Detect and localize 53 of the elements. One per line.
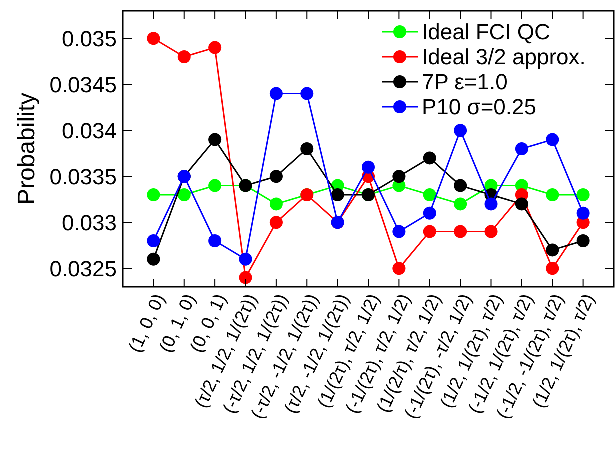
point	[362, 160, 375, 174]
point	[208, 234, 222, 248]
point	[454, 225, 468, 238]
point	[576, 206, 590, 220]
point	[515, 142, 528, 156]
point	[178, 188, 191, 202]
point	[300, 87, 314, 100]
point	[178, 50, 191, 64]
point	[423, 206, 436, 220]
point	[546, 133, 560, 146]
point	[239, 271, 252, 284]
point	[423, 225, 436, 238]
point	[270, 216, 283, 230]
point	[300, 142, 314, 156]
point	[423, 188, 436, 202]
point	[576, 188, 590, 202]
point	[392, 225, 406, 238]
point	[484, 198, 498, 211]
point	[454, 198, 468, 211]
point	[546, 244, 560, 257]
legend-label: Ideal 3/2 approx.	[422, 44, 586, 70]
point	[546, 262, 560, 276]
point	[454, 124, 468, 138]
point	[454, 179, 468, 192]
point	[515, 198, 528, 211]
point	[208, 179, 222, 192]
point	[147, 188, 160, 202]
y-tick-label: 0.033	[62, 210, 117, 236]
y-tick-label: 0.0345	[50, 72, 117, 98]
point	[147, 252, 160, 266]
point	[484, 225, 498, 238]
y-tick-label: 0.034	[62, 118, 117, 144]
point	[270, 87, 283, 100]
legend-label: 7P ε=1.0	[422, 70, 508, 95]
y-axis-title: Probability	[13, 92, 40, 206]
legend-label: P10 σ=0.25	[422, 94, 537, 120]
point	[208, 133, 222, 146]
point	[576, 234, 590, 248]
point	[270, 198, 283, 211]
y-tick-label: 0.035	[62, 26, 117, 52]
point	[147, 32, 160, 46]
y-tick-label: 0.0325	[50, 256, 117, 282]
point	[239, 252, 252, 266]
point	[208, 41, 222, 54]
point	[331, 188, 344, 202]
y-tick-label: 0.0335	[50, 164, 117, 190]
point	[270, 170, 283, 184]
point	[392, 170, 406, 184]
point	[147, 234, 160, 248]
point	[546, 188, 560, 202]
legend-label: Ideal FCI QC	[422, 20, 550, 45]
point	[392, 262, 406, 276]
point	[423, 152, 436, 165]
